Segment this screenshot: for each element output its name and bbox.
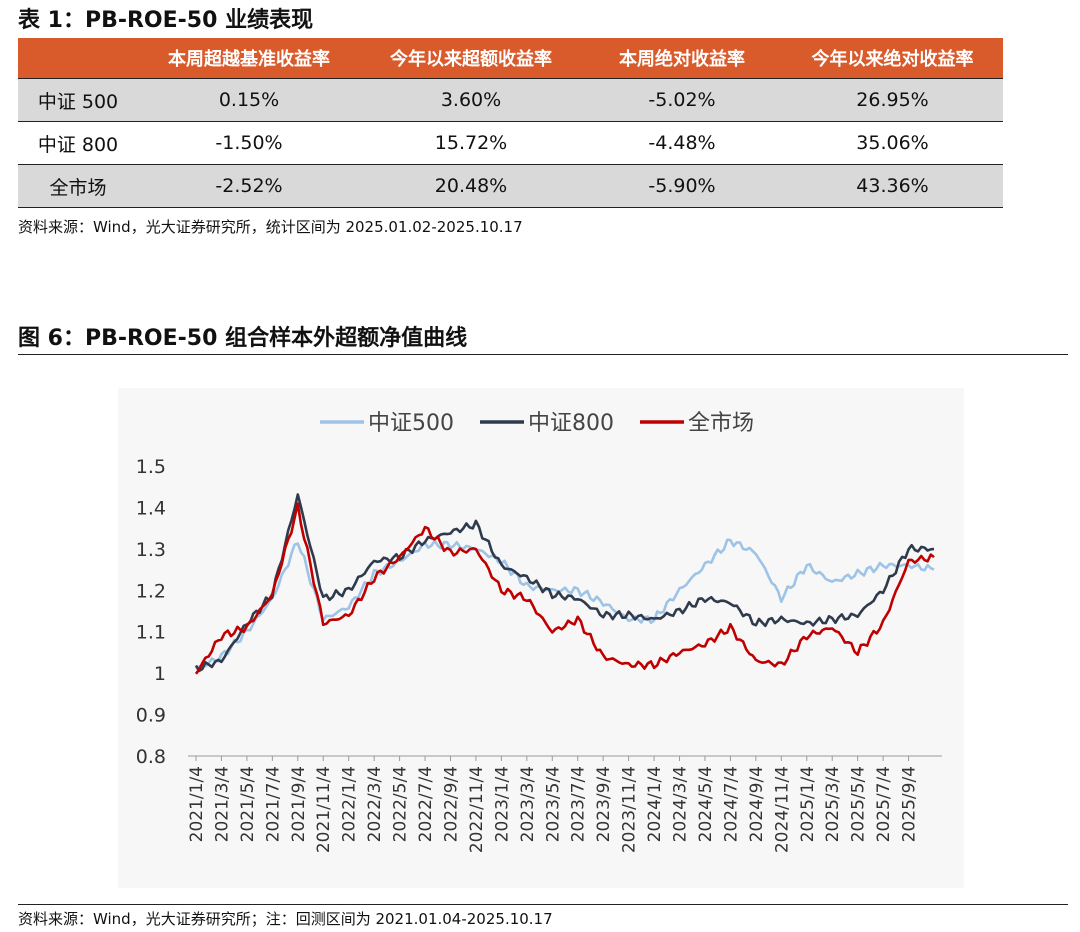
y-tick-label: 1.1 xyxy=(136,622,166,644)
table-cell: -1.50% xyxy=(138,121,360,165)
performance-table: 本周超越基准收益率 今年以来超额收益率 本周绝对收益率 今年以来绝对收益率 中证… xyxy=(18,38,1003,208)
x-tick-label: 2022/3/4 xyxy=(365,766,385,842)
figure-title: 图 6：PB-ROE-50 组合样本外超额净值曲线 xyxy=(18,326,468,351)
x-tick-label: 2021/9/4 xyxy=(289,766,309,842)
x-tick-label: 2024/3/4 xyxy=(671,766,691,842)
table-cell: -2.52% xyxy=(138,164,360,208)
x-tick-label: 2021/1/4 xyxy=(187,766,207,842)
table-cell: 43.36% xyxy=(782,164,1003,208)
table-cell: -4.48% xyxy=(582,121,782,165)
x-tick-label: 2022/9/4 xyxy=(441,766,461,842)
x-tick-label: 2025/7/4 xyxy=(874,766,894,842)
x-tick-label: 2022/11/4 xyxy=(467,766,487,853)
x-tick-label: 2023/1/4 xyxy=(492,766,512,842)
legend-label: 中证800 xyxy=(528,411,614,436)
table-source-note: 资料来源：Wind，光大证券研究所，统计区间为 2025.01.02-2025.… xyxy=(18,218,523,236)
x-tick-label: 2022/7/4 xyxy=(416,766,436,842)
table-cell: 0.15% xyxy=(138,78,360,122)
x-tick-label: 2023/3/4 xyxy=(518,766,538,842)
x-tick-label: 2024/11/4 xyxy=(772,766,792,853)
table-cell: -5.90% xyxy=(582,164,782,208)
x-tick-label: 2022/5/4 xyxy=(391,766,411,842)
legend-label: 全市场 xyxy=(688,411,754,436)
legend-label: 中证500 xyxy=(368,411,454,436)
chart-background xyxy=(118,388,964,888)
y-tick-label: 1 xyxy=(154,663,166,685)
y-tick-label: 1.5 xyxy=(136,456,166,478)
excess-nav-line-chart: 1.5 1.4 1.3 1.2 1.1 1 0.9 0.8 2021/1/4 2021/3/4 20… xyxy=(118,388,964,888)
row-label: 中证 500 xyxy=(18,78,138,122)
footer-divider xyxy=(18,904,1068,905)
table-header: 今年以来绝对收益率 xyxy=(782,38,1003,79)
title-divider xyxy=(18,354,1068,355)
x-tick-label: 2025/5/4 xyxy=(849,766,869,842)
x-tick-label: 2023/7/4 xyxy=(569,766,589,842)
table-cell: 15.72% xyxy=(360,121,582,165)
table-cell: 20.48% xyxy=(360,164,582,208)
x-tick-label: 2023/11/4 xyxy=(620,766,640,853)
x-tick-label: 2025/9/4 xyxy=(900,766,920,842)
x-tick-label: 2023/9/4 xyxy=(594,766,614,842)
x-tick-label: 2025/3/4 xyxy=(823,766,843,842)
row-label: 全市场 xyxy=(18,164,138,208)
x-tick-label: 2021/5/4 xyxy=(238,766,258,842)
table-row: 全市场 -2.52% 20.48% -5.90% 43.36% xyxy=(18,164,1003,208)
series-line xyxy=(194,493,935,673)
table-header: 本周超越基准收益率 xyxy=(138,38,360,79)
x-tick-label: 2024/5/4 xyxy=(696,766,716,842)
x-tick-label: 2022/1/4 xyxy=(340,766,360,842)
table-cell: 26.95% xyxy=(782,78,1003,122)
table-title: 表 1：PB-ROE-50 业绩表现 xyxy=(18,8,314,33)
table-row: 中证 500 0.15% 3.60% -5.02% 26.95% xyxy=(18,78,1003,122)
x-tick-label: 2025/1/4 xyxy=(798,766,818,842)
figure-source-note: 资料来源：Wind，光大证券研究所；注：回测区间为 2021.01.04-202… xyxy=(18,910,553,928)
series-line xyxy=(194,502,935,675)
x-tick-label: 2023/5/4 xyxy=(543,766,563,842)
x-tick-label: 2021/11/4 xyxy=(314,766,334,853)
x-tick-label: 2021/3/4 xyxy=(212,766,232,842)
table-header: 今年以来超额收益率 xyxy=(360,38,582,79)
table-cell: -5.02% xyxy=(582,78,782,122)
x-tick-label: 2024/1/4 xyxy=(645,766,665,842)
table-header-row: 本周超越基准收益率 今年以来超额收益率 本周绝对收益率 今年以来绝对收益率 xyxy=(18,38,1003,79)
y-tick-label: 1.4 xyxy=(136,497,166,519)
table-header xyxy=(18,38,138,79)
table-row: 中证 800 -1.50% 15.72% -4.48% 35.06% xyxy=(18,121,1003,165)
x-tick-label: 2024/7/4 xyxy=(721,766,741,842)
y-tick-label: 1.2 xyxy=(136,580,166,602)
y-tick-label: 0.8 xyxy=(136,746,166,768)
x-tick-label: 2021/7/4 xyxy=(263,766,283,842)
x-tick-label: 2024/9/4 xyxy=(747,766,767,842)
row-label: 中证 800 xyxy=(18,121,138,165)
table-cell: 3.60% xyxy=(360,78,582,122)
table-header: 本周绝对收益率 xyxy=(582,38,782,79)
table-cell: 35.06% xyxy=(782,121,1003,165)
y-tick-label: 0.9 xyxy=(136,705,166,727)
y-tick-label: 1.3 xyxy=(136,539,166,561)
